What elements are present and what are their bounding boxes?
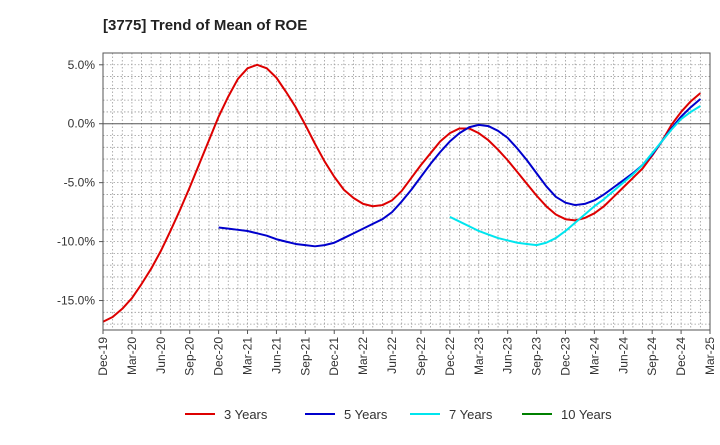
x-tick-label: Jun-24 (616, 337, 630, 374)
legend-label: 5 Years (344, 407, 388, 422)
x-tick-label: Dec-23 (558, 337, 572, 376)
legend: 3 Years 5 Years 7 Years 10 Years (185, 407, 612, 422)
y-tick-label: 5.0% (68, 58, 96, 72)
plot-frame (102, 52, 711, 331)
legend-label: 10 Years (561, 407, 612, 422)
legend-label: 7 Years (449, 407, 493, 422)
x-tick-label: Dec-19 (96, 337, 110, 376)
series-layer (102, 63, 702, 323)
series-line-3-years (102, 63, 702, 323)
x-tick-label: Sep-21 (298, 337, 312, 376)
series-line-5-years (218, 98, 702, 248)
x-tick-label: Sep-24 (645, 337, 659, 376)
x-tick-label: Sep-22 (414, 337, 428, 376)
x-tick-label: Jun-22 (385, 337, 399, 374)
x-tick-label: Mar-23 (472, 337, 486, 375)
y-tick-label: 0.0% (68, 117, 96, 131)
chart-title: [3775] Trend of Mean of ROE (103, 17, 307, 34)
axis-layer: 5.0% 0.0% -5.0% -10.0% -15.0% Dec-19 Mar-20 Jun… (57, 52, 717, 376)
x-tick-label: Jun-20 (154, 337, 168, 374)
x-tick-label: Dec-21 (327, 337, 341, 376)
x-tick-label: Sep-20 (183, 337, 197, 376)
x-tick-label: Dec-22 (443, 337, 457, 376)
x-tick-label: Mar-20 (125, 337, 139, 375)
x-tick-label: Mar-24 (587, 337, 601, 375)
y-tick-label: -5.0% (64, 176, 96, 190)
x-tick-label: Mar-25 (703, 337, 717, 375)
x-tick-label: Sep-23 (530, 337, 544, 376)
x-tick-label: Dec-24 (674, 337, 688, 376)
series-line-7-years (449, 105, 701, 247)
x-tick-label: Mar-21 (241, 337, 255, 375)
x-tick-label: Mar-22 (356, 337, 370, 375)
x-tick-label: Jun-21 (269, 337, 283, 374)
y-tick-label: -15.0% (57, 294, 95, 308)
x-tick-label: Dec-20 (212, 337, 226, 376)
x-tick-label: Jun-23 (501, 337, 515, 374)
y-tick-label: -10.0% (57, 235, 95, 249)
legend-label: 3 Years (224, 407, 268, 422)
